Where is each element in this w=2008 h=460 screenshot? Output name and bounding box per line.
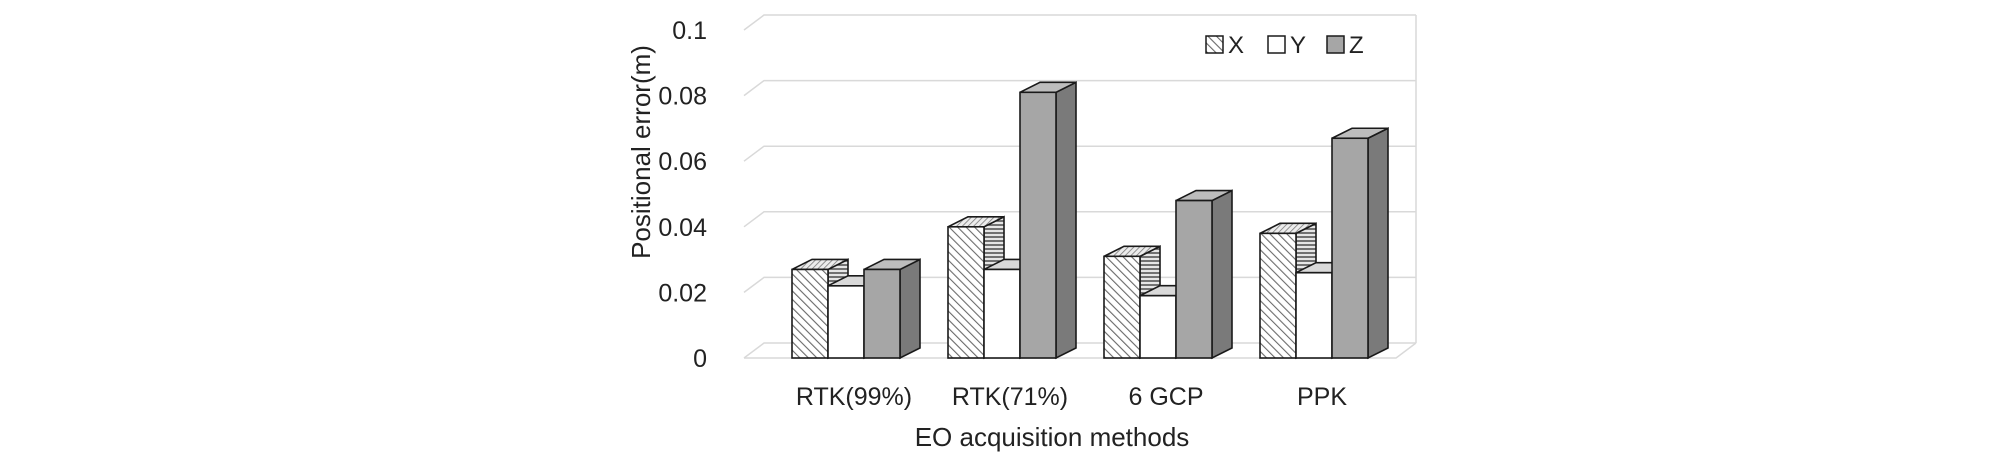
bar-front-face: [1295, 271, 1333, 359]
y-tick-label: 0: [693, 345, 707, 373]
legend-swatch: [1205, 35, 1224, 54]
gridline: [743, 145, 1416, 162]
legend-item-y: Y: [1267, 32, 1306, 59]
x-axis-ticks: RTK(99%) RTK(71%) 6 GCP PPK: [796, 383, 1347, 411]
legend: X Y Z: [1205, 32, 1364, 59]
legend-swatch: [1326, 35, 1345, 54]
y-axis-ticks: 0 0.02 0.04 0.06 0.08 0.1: [658, 17, 707, 373]
bar-side-face: [1055, 81, 1077, 360]
bar-front-face: [1019, 91, 1057, 359]
bar-front-face: [983, 268, 1021, 359]
bar-front-face: [863, 268, 901, 359]
bar-front-face: [1259, 232, 1297, 359]
y-tick-label: 0.04: [658, 214, 707, 242]
bar-front-face: [827, 285, 865, 359]
gridline: [743, 14, 1416, 31]
legend-swatch: [1267, 35, 1286, 54]
legend-label: X: [1228, 32, 1244, 59]
bar-z: [1331, 126, 1389, 360]
x-tick-label: PPK: [1297, 383, 1347, 411]
bar-side-face: [1211, 189, 1233, 360]
x-tick-label: RTK(71%): [952, 383, 1068, 411]
y-tick-label: 0.02: [658, 279, 707, 307]
bar-z: [1175, 189, 1233, 360]
x-axis-title: EO acquisition methods: [915, 422, 1190, 452]
bar-z: [863, 258, 921, 360]
bar-side-face: [899, 258, 921, 360]
bar-z: [1019, 81, 1077, 360]
bar-front-face: [1139, 294, 1177, 359]
bar-front-face: [1175, 199, 1213, 359]
bar-front-face: [1331, 137, 1369, 359]
y-tick-label: 0.06: [658, 148, 707, 176]
y-axis-title: Positional error(m): [626, 45, 656, 259]
y-tick-label: 0.1: [672, 17, 707, 45]
bar-front-face: [791, 268, 829, 359]
x-tick-label: RTK(99%): [796, 383, 912, 411]
legend-label: Y: [1290, 32, 1306, 59]
gridline: [743, 79, 1416, 97]
bar-front-face: [947, 226, 985, 359]
bars: [791, 81, 1389, 360]
legend-item-z: Z: [1326, 32, 1364, 59]
y-tick-label: 0.08: [658, 83, 707, 111]
x-tick-label: 6 GCP: [1128, 383, 1203, 411]
legend-label: Z: [1349, 32, 1364, 59]
bar-side-face: [1367, 126, 1389, 360]
legend-item-x: X: [1205, 32, 1244, 59]
bar-front-face: [1103, 255, 1141, 359]
